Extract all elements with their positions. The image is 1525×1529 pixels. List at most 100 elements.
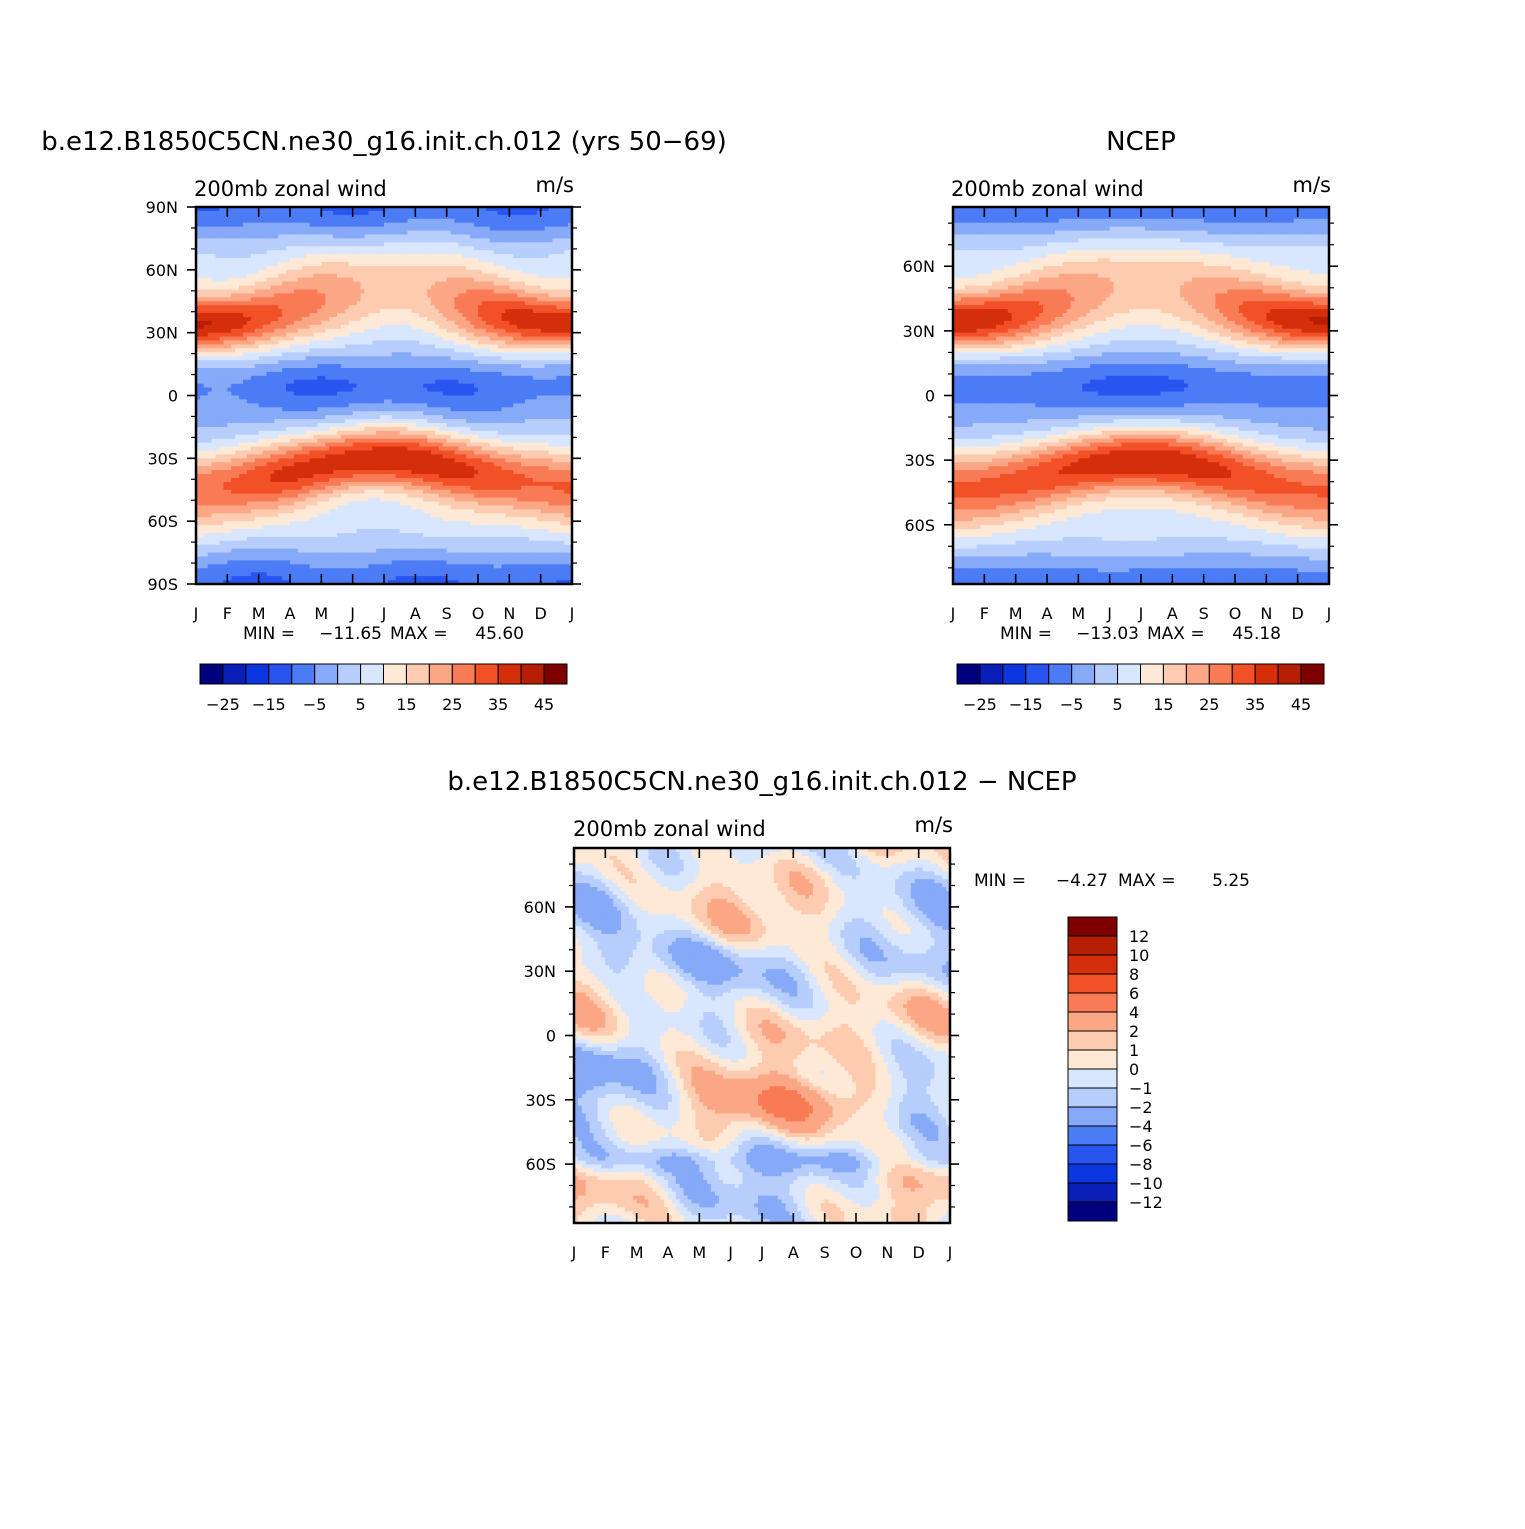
field-cell <box>446 258 452 263</box>
field-cell <box>258 207 264 212</box>
field-cell <box>317 407 322 412</box>
field-cell <box>270 383 275 389</box>
field-cell <box>568 313 573 318</box>
field-cell <box>262 336 268 342</box>
field-cell <box>286 230 291 236</box>
field-cell <box>446 289 452 294</box>
field-cell <box>568 391 573 397</box>
field-cell <box>536 285 542 291</box>
field-cell <box>309 234 315 240</box>
field-cell <box>548 218 554 224</box>
field-cell <box>466 403 471 408</box>
field-cell <box>403 305 409 310</box>
field-cell <box>219 375 225 381</box>
field-cell <box>352 313 358 318</box>
field-cell <box>239 207 244 212</box>
field-cell <box>493 375 499 381</box>
field-cell <box>274 258 279 263</box>
field-cell <box>505 238 510 243</box>
field-cell <box>474 265 479 271</box>
field-cell <box>293 234 299 240</box>
field-cell <box>215 293 221 298</box>
field-cell <box>344 364 350 369</box>
field-cell <box>356 218 362 224</box>
field-cell <box>262 297 268 302</box>
field-cell <box>254 320 260 326</box>
field-cell <box>364 293 369 298</box>
field-cell <box>246 395 252 401</box>
field-cell <box>548 340 554 346</box>
field-cell <box>423 336 428 342</box>
field-cell <box>548 246 554 251</box>
field-cell <box>458 218 463 224</box>
field-cell <box>497 258 503 263</box>
field-cell <box>525 309 530 314</box>
field-cell <box>568 328 573 334</box>
field-cell <box>481 395 487 401</box>
field-cell <box>211 340 217 346</box>
field-cell <box>407 399 413 404</box>
field-cell <box>262 399 268 404</box>
field-cell <box>368 344 373 349</box>
field-cell <box>360 269 366 275</box>
field-cell <box>376 242 381 247</box>
field-cell <box>266 281 272 287</box>
field-cell <box>474 273 479 279</box>
field-cell <box>407 301 413 306</box>
field-cell <box>352 324 358 330</box>
field-cell <box>270 336 275 342</box>
field-cell <box>560 218 565 224</box>
field-cell <box>399 230 405 236</box>
field-cell <box>254 348 260 353</box>
field-cell <box>337 368 342 373</box>
field-cell <box>489 336 495 342</box>
field-cell <box>250 383 256 389</box>
field-cell <box>525 242 530 247</box>
field-cell <box>243 356 248 361</box>
field-cell <box>450 301 456 306</box>
field-cell <box>489 313 495 318</box>
field-cell <box>552 375 557 381</box>
field-cell <box>466 214 471 220</box>
field-cell <box>431 320 436 326</box>
field-cell <box>552 368 557 373</box>
field-cell <box>262 391 268 397</box>
field-cell <box>556 297 561 302</box>
field-cell <box>246 336 252 342</box>
field-cell <box>532 371 538 377</box>
field-cell <box>427 207 432 212</box>
field-cell <box>250 214 256 220</box>
field-cell <box>438 395 444 401</box>
field-cell <box>501 371 507 377</box>
field-cell <box>395 375 401 381</box>
field-cell <box>481 301 487 306</box>
field-cell <box>450 379 456 385</box>
field-cell <box>278 238 283 243</box>
field-cell <box>286 277 291 283</box>
field-cell <box>376 250 381 255</box>
field-cell <box>450 391 456 397</box>
field-cell <box>548 222 554 228</box>
field-cell <box>415 309 420 314</box>
field-cell <box>466 375 471 381</box>
field-cell <box>203 289 209 294</box>
field-cell <box>356 281 362 287</box>
field-cell <box>387 379 393 385</box>
field-cell <box>415 336 420 342</box>
field-cell <box>450 313 456 318</box>
field-cell <box>286 379 291 385</box>
field-cell <box>474 207 479 212</box>
field-cell <box>196 222 201 228</box>
field-cell <box>290 336 295 342</box>
field-cell <box>544 269 550 275</box>
field-cell <box>364 399 369 404</box>
field-cell <box>270 313 275 318</box>
field-cell <box>419 207 424 212</box>
field-cell <box>270 316 275 322</box>
field-cell <box>250 379 256 385</box>
field-cell <box>505 269 510 275</box>
field-cell <box>438 226 444 232</box>
field-cell <box>536 309 542 314</box>
field-cell <box>525 301 530 306</box>
field-cell <box>258 324 264 330</box>
